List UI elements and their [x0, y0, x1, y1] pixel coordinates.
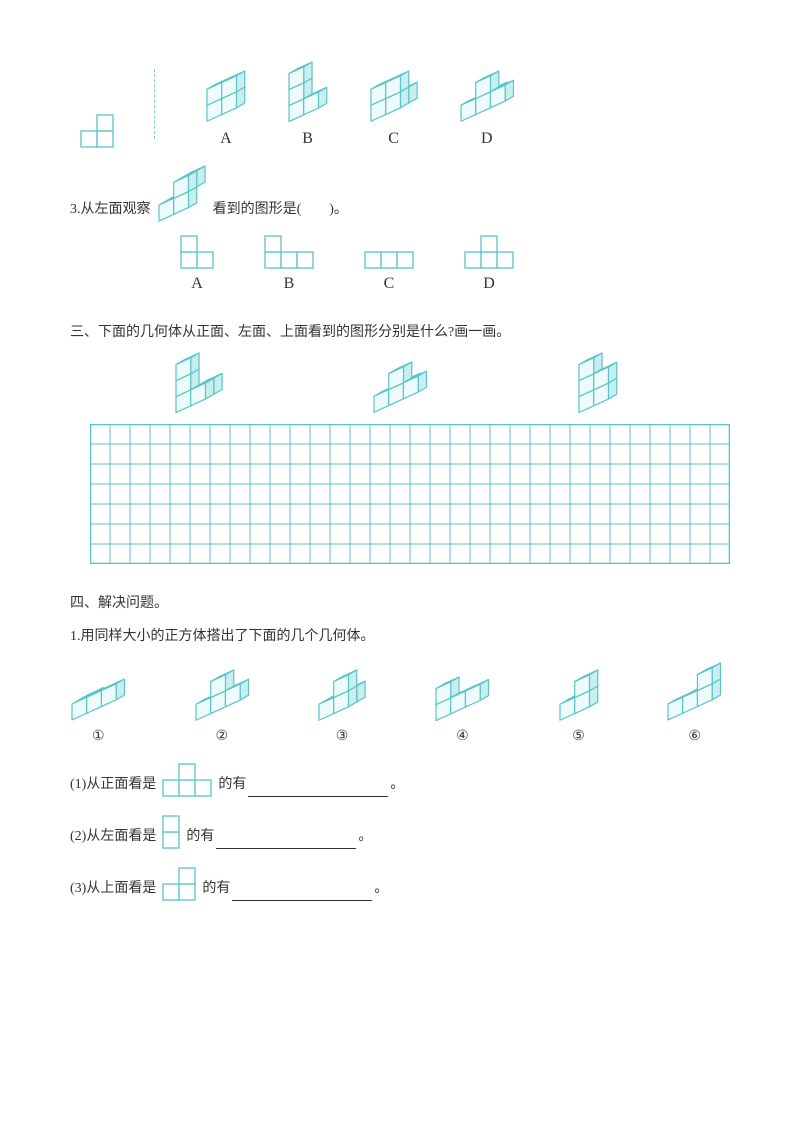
sec4-p2-shape: [162, 815, 180, 849]
q3-inline-solid: [157, 164, 207, 223]
q2-option-b: B: [287, 60, 329, 148]
q3-suffix: 看到的图形是( )。: [213, 197, 348, 222]
sec3-answer-grid: [90, 424, 703, 564]
q2-label-a: A: [220, 130, 232, 148]
q3-option-b: B: [264, 235, 314, 293]
q3-option-a: A: [180, 235, 214, 293]
sec4-solid-5: ⑤: [558, 668, 600, 745]
q2-option-c: C: [369, 69, 419, 147]
sec4-p1-end: 。: [390, 772, 404, 797]
sec4-p2-blank: [216, 834, 356, 849]
q3-prefix: 3.从左面观察: [70, 197, 151, 222]
q2-option-a: A: [205, 69, 247, 147]
sec3-heading: 三、下面的几何体从正面、左面、上面看到的图形分别是什么?画一画。: [70, 321, 723, 341]
sec3-solid-b: [372, 360, 428, 414]
sec4-p2-prefix: (2)从左面看是: [70, 824, 156, 849]
sec4-p2: (2)从左面看是 的有 。: [70, 815, 723, 849]
q2-label-d: D: [481, 130, 493, 148]
sec4-solid-3: ③: [317, 668, 367, 745]
q3-label-a: A: [191, 275, 203, 293]
sec3-solids: [100, 351, 693, 415]
sec4-p3: (3)从上面看是 的有 。: [70, 867, 723, 901]
sec4-solid-2: ②: [194, 668, 250, 745]
sec4-q1-intro: 1.用同样大小的正方体搭出了下面的几个几何体。: [70, 624, 723, 649]
sec4-p3-end: 。: [374, 876, 388, 901]
sec4-solids-row: ① ② ③ ④ ⑤ ⑥: [70, 661, 723, 745]
q3-option-c: C: [364, 251, 414, 293]
sec3-solid-c: [577, 351, 619, 415]
sec4-p3-prefix: (3)从上面看是: [70, 876, 156, 901]
q2-label-b: B: [302, 130, 313, 148]
sec4-num-1: ①: [92, 728, 105, 745]
sec4-p3-mid: 的有: [202, 876, 230, 901]
q2-target-flat: [80, 114, 114, 148]
q3-options-row: A B C D: [180, 235, 723, 293]
sec4-num-2: ②: [215, 728, 228, 745]
sec4-p2-mid: 的有: [186, 824, 214, 849]
sec4-solid-4: ④: [434, 675, 490, 746]
q3-option-d: D: [464, 235, 514, 293]
sec4-p1-mid: 的有: [218, 772, 246, 797]
q3-label-b: B: [284, 275, 295, 293]
sec4-p1: (1)从正面看是 的有 。: [70, 763, 723, 797]
sec4-num-6: ⑥: [688, 728, 701, 745]
sec4-solid-6: ⑥: [666, 661, 722, 745]
sec4-p1-blank: [248, 782, 388, 797]
q3-label-d: D: [483, 275, 495, 293]
q3-label-c: C: [384, 275, 395, 293]
sec4-p1-shape: [162, 763, 212, 797]
sec4-num-4: ④: [456, 728, 469, 745]
q2-label-c: C: [388, 130, 399, 148]
sec4-num-3: ③: [336, 728, 349, 745]
sec4-solid-1: ①: [70, 677, 126, 745]
q2-divider: [154, 69, 155, 139]
q2-options-row: A B C D: [80, 60, 723, 148]
sec4-p3-shape: [162, 867, 196, 901]
q2-option-d: D: [459, 69, 515, 147]
sec4-num-5: ⑤: [572, 728, 585, 745]
sec3-solid-a: [174, 351, 224, 415]
sec4-p2-end: 。: [358, 824, 372, 849]
sec4-p1-prefix: (1)从正面看是: [70, 772, 156, 797]
q3-line: 3.从左面观察 看到的图形是( )。: [70, 164, 723, 223]
sec4-heading: 四、解决问题。: [70, 592, 723, 612]
sec4-p3-blank: [232, 886, 372, 901]
